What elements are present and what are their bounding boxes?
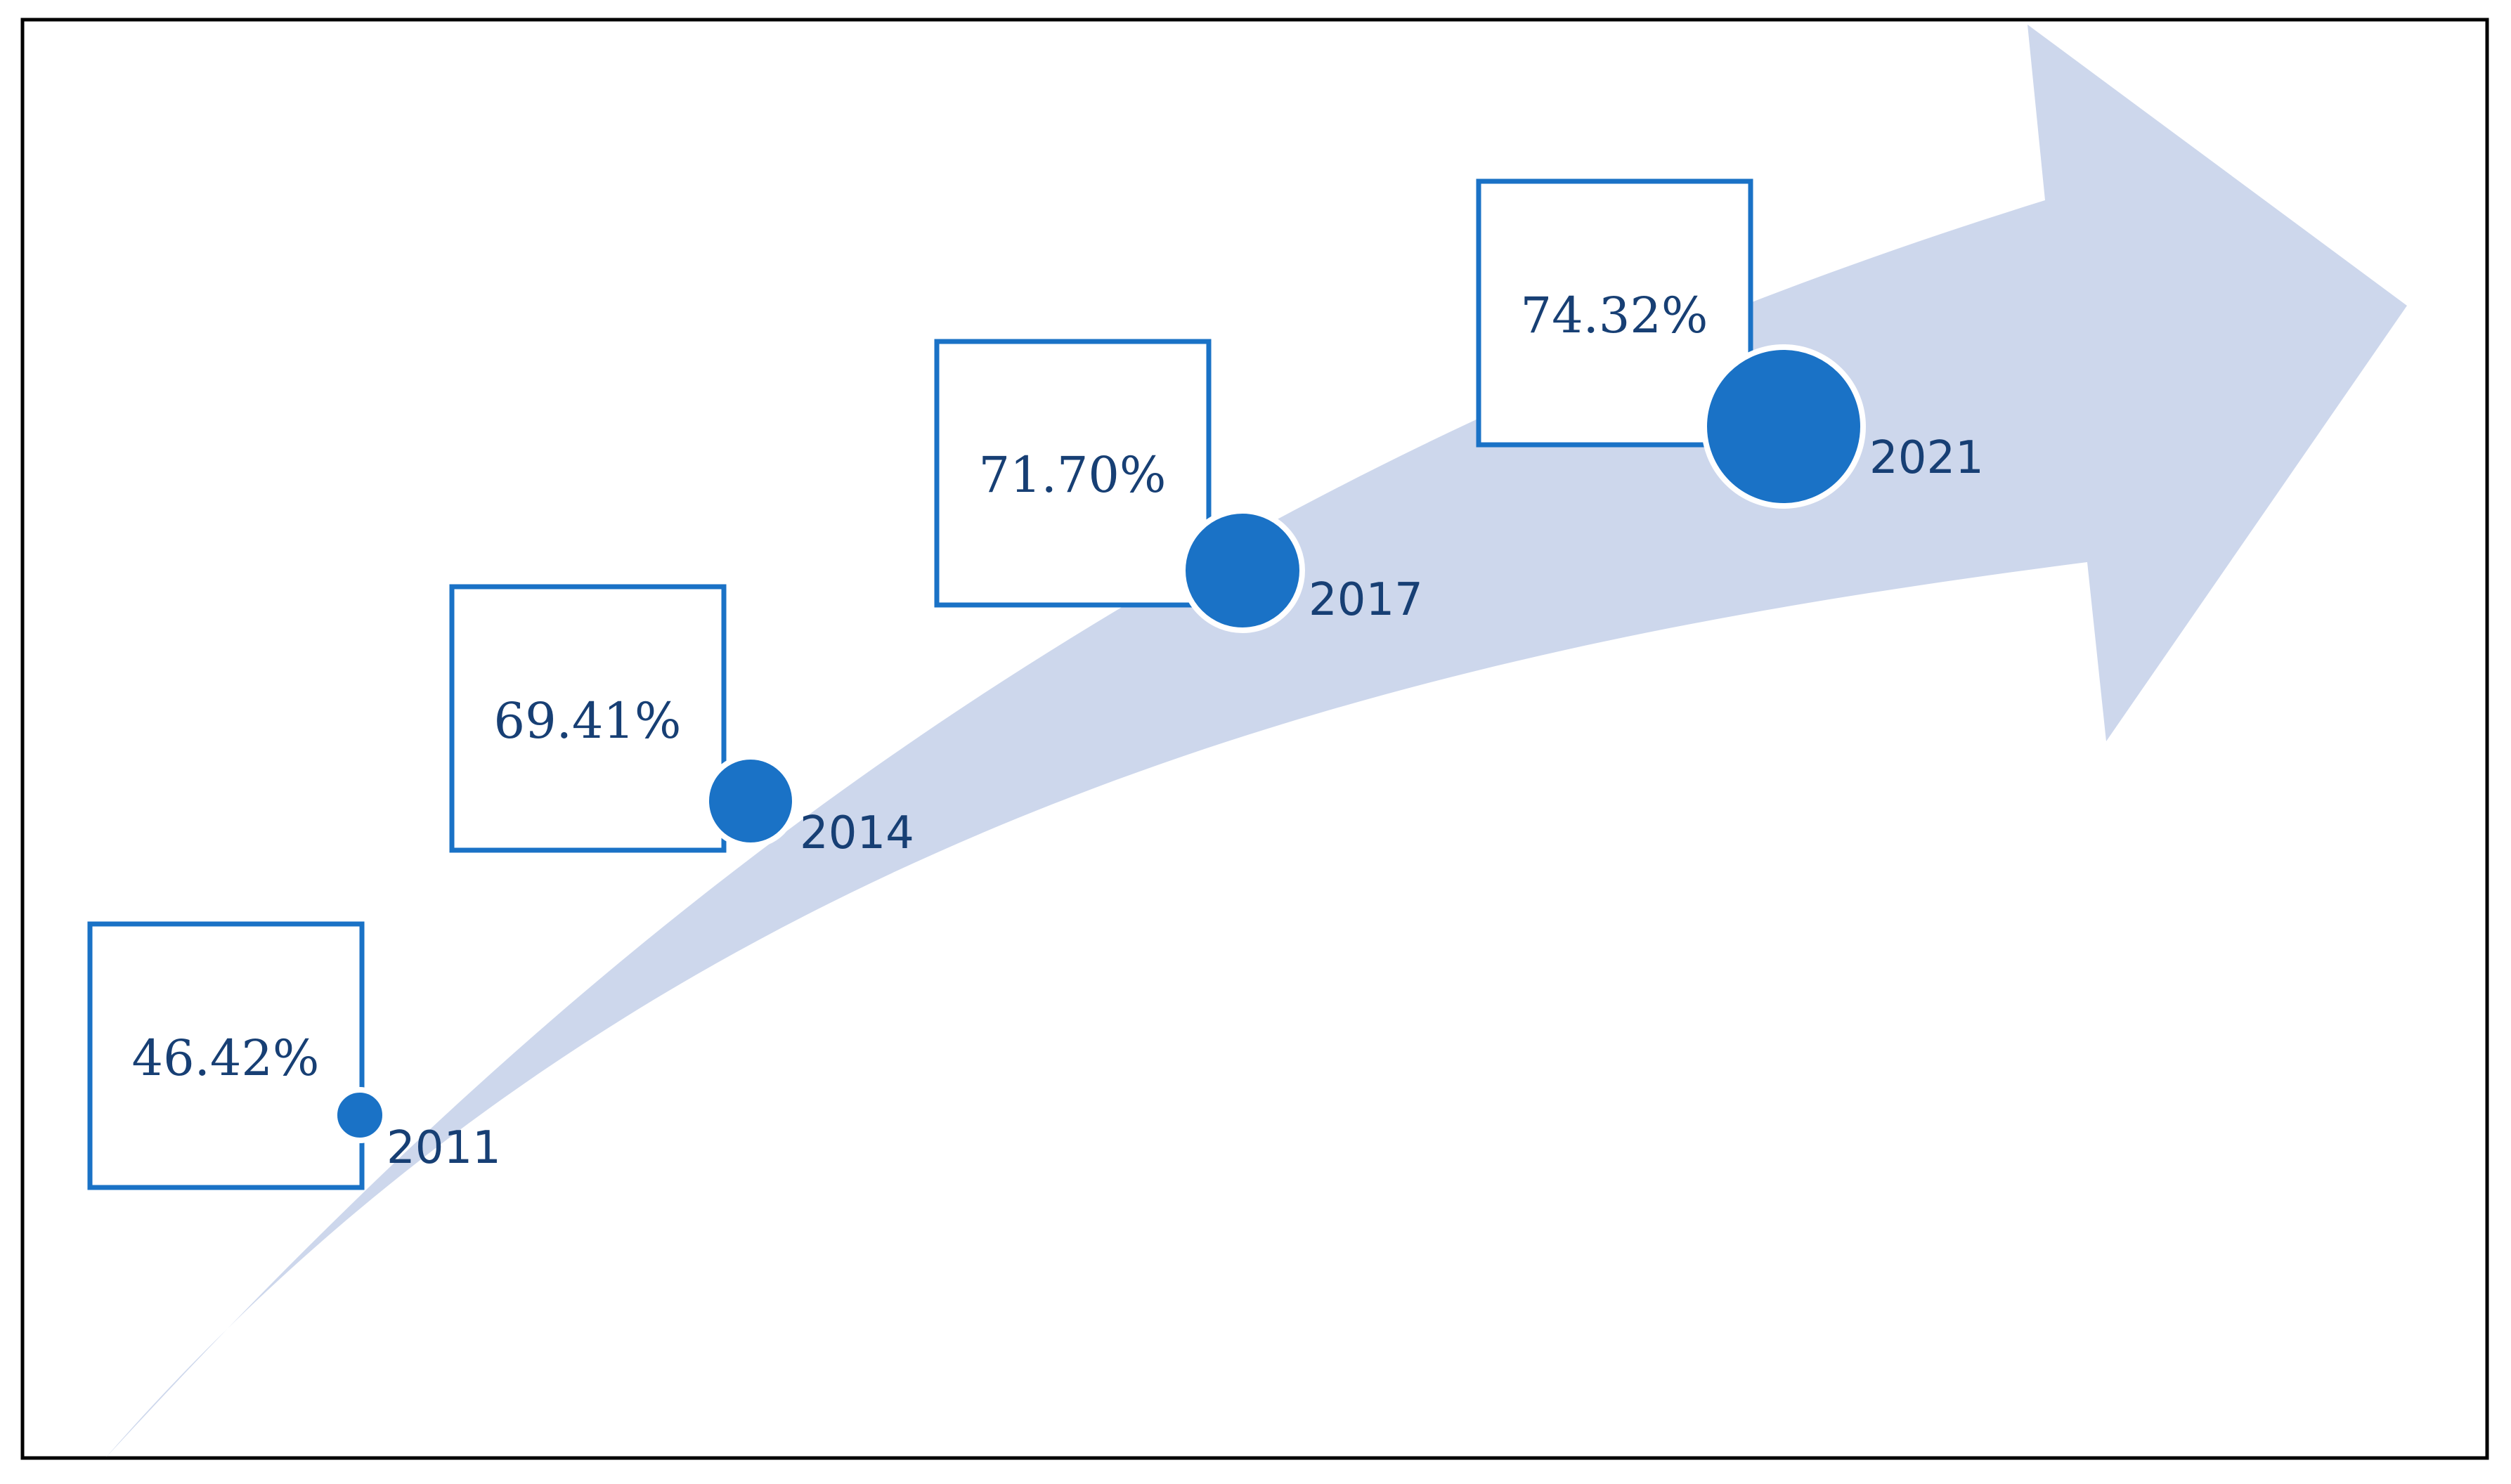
- value-label: 69.41%: [494, 692, 682, 750]
- milestone-dot: [332, 1087, 388, 1143]
- milestone-dot: [1180, 508, 1305, 633]
- value-box: [934, 339, 1212, 608]
- milestone-2021: 74.32% 2021: [1476, 178, 1984, 509]
- milestone-dot: [703, 754, 798, 848]
- milestone-2014: 69.41% 2014: [449, 584, 914, 859]
- year-label: 2014: [800, 807, 914, 859]
- year-label: 2021: [1869, 432, 1984, 484]
- value-label: 46.42%: [132, 1029, 320, 1087]
- milestone-2011: 46.42% 2011: [87, 921, 501, 1190]
- year-label: 2017: [1309, 574, 1423, 626]
- value-label: 71.70%: [979, 446, 1167, 504]
- milestone-dot: [1701, 344, 1866, 509]
- value-box: [1476, 178, 1753, 448]
- value-box: [87, 921, 365, 1190]
- value-label: 74.32%: [1521, 287, 1708, 344]
- milestone-2017: 71.70% 2017: [934, 339, 1423, 633]
- value-box: [449, 584, 727, 853]
- year-label: 2011: [387, 1122, 501, 1174]
